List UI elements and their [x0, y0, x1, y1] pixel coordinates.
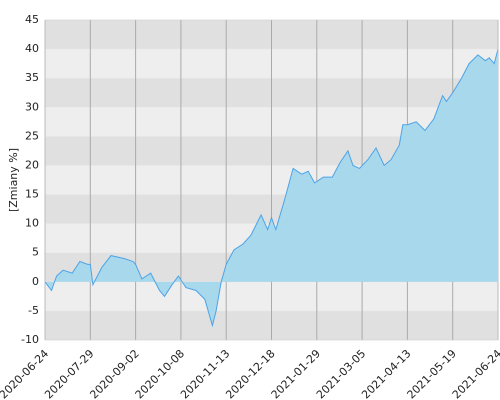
y-axis-label: [Zmiany %] — [7, 148, 20, 212]
y-tick-label: 0 — [32, 275, 39, 288]
line — [44, 48, 499, 328]
y-tick-label: -10 — [21, 333, 39, 346]
y-tick-label: 45 — [25, 13, 39, 26]
area — [45, 49, 498, 326]
y-tick-label: 5 — [32, 246, 39, 259]
y-tick-label: -5 — [28, 304, 39, 317]
y-tick-label: 35 — [25, 71, 39, 84]
plot-border — [44, 19, 499, 341]
y-tick-label: 10 — [25, 217, 39, 230]
y-tick-label: 20 — [25, 158, 39, 171]
y-tick-label: 40 — [25, 42, 39, 55]
y-tick-label: 30 — [25, 100, 39, 113]
y-tick-label: 25 — [25, 129, 39, 142]
y-tick-label: 15 — [25, 188, 39, 201]
